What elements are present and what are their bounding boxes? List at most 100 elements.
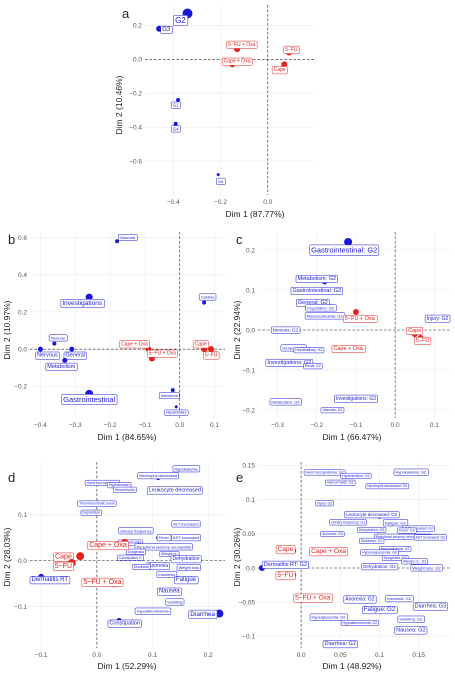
- x-axis-title: Dim 1 (48.92%): [322, 661, 381, 671]
- point-label-box: [262, 560, 309, 569]
- x-tick-label: 0.05: [334, 652, 347, 659]
- point-label: Investigations: G3: [336, 396, 376, 402]
- x-tick-label: −0.2: [310, 422, 323, 429]
- point-label-box: [164, 409, 189, 416]
- y-tick-label: 0.0: [246, 565, 255, 572]
- x-tick-label: 0.15: [412, 652, 425, 659]
- point-label: Cape + Oxa: [121, 341, 148, 347]
- point-label-box: [137, 472, 179, 480]
- point-label-box: [393, 468, 429, 476]
- point-label-box: [309, 613, 349, 621]
- point-label: Cape: [278, 546, 294, 553]
- x-tick-label: 0.1: [210, 422, 219, 429]
- panel-a: −0.4 −0.2 0.0 0.2 0.0 −0.2 −0.4 −0.6 a Dim 1 (87.…: [114, 5, 315, 219]
- point-label: Hypertension: [109, 483, 130, 487]
- point-label-box: [165, 598, 185, 606]
- point-label-box: [322, 640, 358, 649]
- point-label-box: [424, 314, 451, 323]
- point-label: 5−FU: [416, 338, 430, 344]
- point-label: Weight loss: [178, 565, 199, 570]
- point-label: Constipation G: [119, 556, 142, 560]
- point-label-box: [176, 564, 201, 571]
- point-label-box: [414, 336, 432, 345]
- x-tick-label: −0.2: [104, 422, 117, 429]
- point-label-box: [61, 394, 118, 405]
- point-label-box: [107, 619, 142, 628]
- point-label: Hypocalcemia: G2: [381, 547, 410, 551]
- point-label: Hyperglycemia: G2: [312, 615, 347, 620]
- point-label-box: [329, 519, 368, 526]
- point-label: G5: [218, 179, 224, 184]
- data-point: [215, 609, 224, 618]
- point-label: Neutrophil decreased: G3: [367, 484, 407, 488]
- x-axis-title: Dim 1 (84.65%): [97, 432, 156, 442]
- data-point: [76, 552, 85, 561]
- point-label: Dehydration: G2: [363, 564, 396, 569]
- point-label: Diarrhea: G3: [415, 604, 447, 610]
- point-label: Cape: [408, 328, 421, 334]
- y-axis-title: Dim 2 (30.26%): [232, 527, 242, 586]
- point-label-box: [119, 340, 150, 349]
- point-label-box: [385, 595, 414, 603]
- point-label-box: [156, 570, 178, 578]
- point-label-box: [173, 15, 189, 27]
- point-label: Renal: G2: [305, 364, 321, 368]
- point-label: Constipation: [109, 621, 140, 627]
- y-tick-label: 0.1: [246, 497, 255, 504]
- data-point: [173, 121, 178, 126]
- point-label-box: [157, 587, 183, 596]
- point-label-box: [53, 561, 74, 571]
- point-label: Anorexia: G3: [322, 532, 342, 536]
- point-label-box: [146, 349, 178, 358]
- point-label: ALT increased: [173, 521, 198, 526]
- point-label: Metabolism: [47, 364, 76, 370]
- point-label: Psychiatric: G2: [307, 305, 335, 310]
- point-label-box: [170, 125, 181, 133]
- point-label: Leukocyte decreased: [149, 487, 201, 493]
- x-tick-label: 0.0: [92, 652, 101, 659]
- y-tick-label: 0.0: [18, 346, 27, 353]
- point-label: Hepatobiliary: [166, 411, 187, 415]
- point-label: Hemorrhoids: G2: [327, 481, 354, 485]
- y-tick-label: −0.2: [242, 407, 255, 414]
- point-label-box: [160, 25, 173, 34]
- data-point: [52, 341, 57, 346]
- point-label-box: [174, 576, 199, 585]
- x-tick-label: 0.1: [148, 652, 157, 659]
- point-label-box: [171, 534, 201, 542]
- point-label-box: [413, 534, 447, 541]
- point-label-box: [325, 479, 356, 486]
- panel-letter: d: [8, 470, 15, 485]
- data-point: [69, 346, 75, 352]
- data-point: [85, 293, 93, 301]
- point-label-box: [134, 607, 172, 615]
- x-tick-label: −0.4: [167, 199, 180, 206]
- point-label-box: [412, 602, 448, 611]
- point-label: G4: [173, 126, 180, 131]
- point-label-box: [334, 394, 378, 403]
- point-label-box: [132, 563, 151, 570]
- point-label: Fever: [159, 535, 170, 540]
- point-label-box: [203, 351, 220, 360]
- point-label-box: [303, 469, 346, 476]
- point-label-box: [158, 392, 180, 400]
- y-axis-title: Dim 2 (10.46%): [114, 75, 124, 134]
- point-label: Diarrhea: G2: [325, 641, 357, 647]
- panel-letter: e: [236, 470, 243, 485]
- point-label: 5−FU + Oxa: [345, 316, 376, 322]
- x-tick-label: −0.3: [69, 422, 82, 429]
- point-label: Hypertension: G2: [342, 474, 369, 478]
- data-point: [208, 346, 215, 353]
- point-label: 5−FU + Oxa: [149, 351, 176, 357]
- point-label-box: [361, 563, 399, 571]
- y-tick-label: 0.0: [246, 327, 255, 334]
- point-label: Immune: [51, 335, 66, 340]
- point-label: Allergic re.: G2: [403, 559, 426, 563]
- point-label-box: [303, 363, 323, 370]
- point-label: Vascular: G2: [322, 408, 342, 412]
- point-label: Vascular: [120, 235, 136, 240]
- point-label: AST increased: G2: [416, 535, 446, 539]
- point-label-box: [60, 299, 105, 308]
- data-point: [115, 239, 120, 244]
- point-label: Depression: [82, 511, 100, 515]
